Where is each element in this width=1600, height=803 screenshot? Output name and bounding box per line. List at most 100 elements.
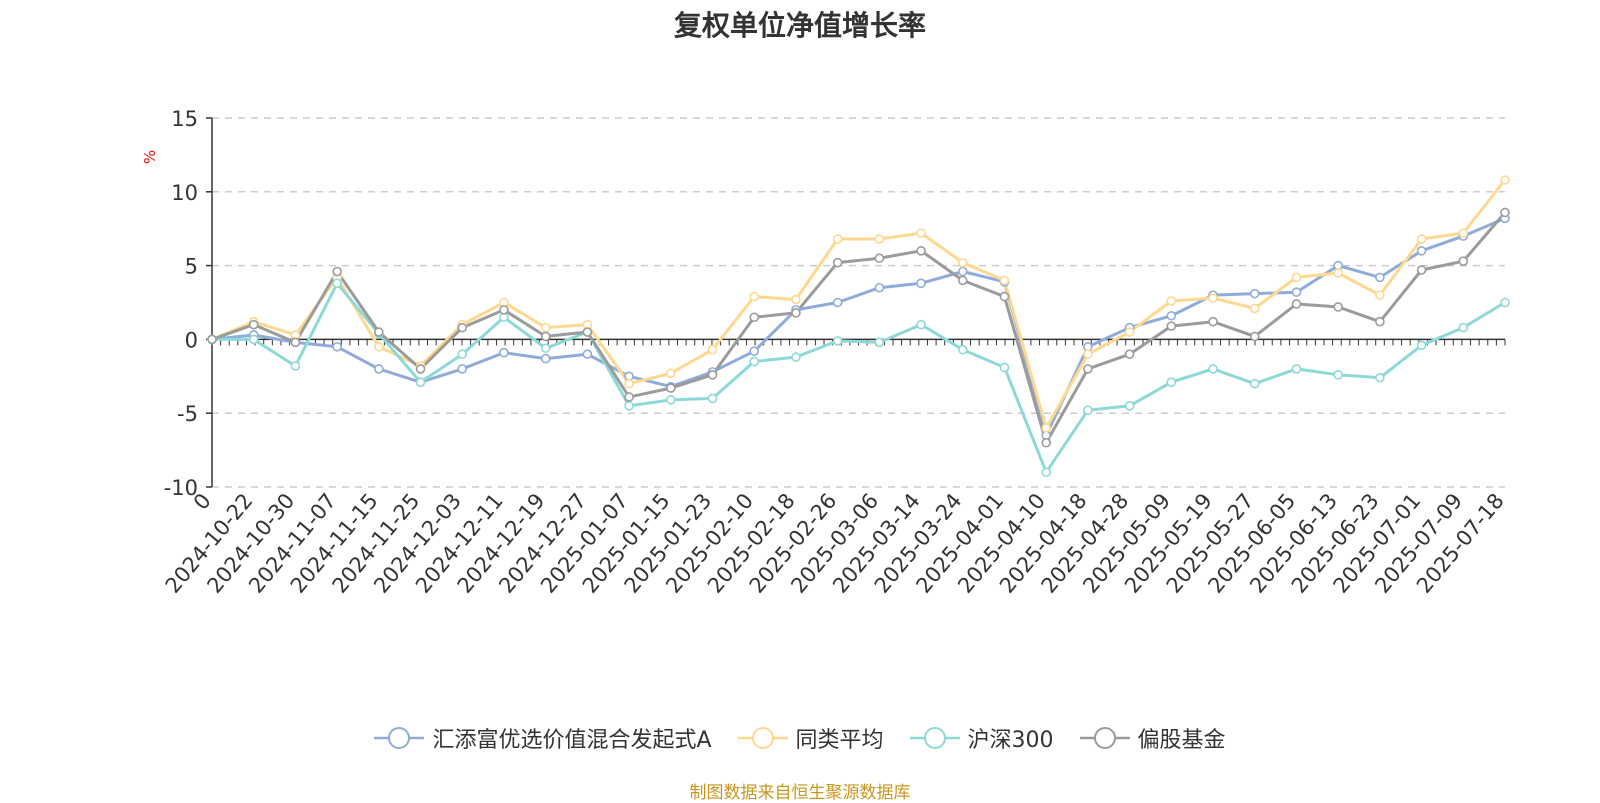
data-point <box>707 344 718 355</box>
legend-label: 沪深300 <box>967 728 1054 753</box>
y-tick-label: 0 <box>185 328 198 352</box>
data-point <box>540 343 551 354</box>
data-point <box>957 266 968 277</box>
legend-marker-icon <box>374 727 425 749</box>
data-point <box>540 331 551 342</box>
data-point <box>666 368 676 379</box>
data-point <box>374 327 384 337</box>
data-point <box>332 266 342 277</box>
series-line-0 <box>211 217 1506 437</box>
data-point <box>1458 322 1469 333</box>
data-point <box>1166 321 1177 331</box>
data-point <box>290 361 301 371</box>
data-point <box>749 356 760 367</box>
data-point <box>916 278 926 289</box>
data-point <box>457 322 468 333</box>
data-point <box>1458 228 1469 238</box>
data-point <box>749 312 760 323</box>
data-point <box>1291 299 1302 309</box>
data-point <box>832 336 843 346</box>
data-point <box>415 364 426 374</box>
data-point <box>1208 316 1218 327</box>
data-point <box>1375 272 1385 283</box>
data-point <box>1375 290 1385 300</box>
data-point <box>957 275 968 286</box>
legend-marker-icon <box>909 727 960 749</box>
data-point <box>1124 327 1135 337</box>
data-point <box>1083 349 1093 359</box>
data-point <box>1124 349 1135 359</box>
data-point <box>1083 405 1093 416</box>
data-point <box>374 364 384 374</box>
data-point <box>874 253 885 264</box>
data-point <box>1416 340 1427 351</box>
data-point <box>1249 331 1260 342</box>
data-point <box>1375 316 1385 327</box>
data-point <box>332 278 342 289</box>
data-point <box>1249 378 1260 389</box>
y-tick-label: -10 <box>164 476 198 500</box>
series-line-2 <box>212 281 1506 474</box>
data-point <box>832 234 843 244</box>
data-point <box>582 349 593 359</box>
legend-item-0[interactable]: 汇添富优选价值混合发起式A <box>374 722 712 754</box>
data-point <box>1333 370 1343 380</box>
data-point <box>499 305 509 315</box>
data-point <box>916 246 926 256</box>
legend-item-2[interactable]: 沪深300 <box>909 722 1054 754</box>
chart-title: 复权单位净值增长率 <box>673 9 926 42</box>
data-point <box>791 352 801 362</box>
legend-marker-icon <box>1079 727 1130 749</box>
data-point <box>1333 302 1343 312</box>
data-point <box>540 322 551 333</box>
data-point <box>1166 310 1177 321</box>
data-point <box>1083 364 1093 374</box>
data-point <box>832 257 843 268</box>
legend: 汇添富优选价值混合发起式A 同类平均 沪深300 偏股基金 <box>0 722 1600 754</box>
data-point <box>624 378 634 389</box>
data-point <box>540 353 551 364</box>
legend-item-1[interactable]: 同类平均 <box>737 722 884 754</box>
data-point <box>499 347 509 358</box>
data-point <box>1333 268 1343 278</box>
data-point <box>332 341 342 352</box>
data-point <box>874 337 885 348</box>
data-point <box>457 349 468 359</box>
data-point <box>957 344 968 355</box>
data-point <box>1291 287 1302 297</box>
data-point <box>666 383 676 393</box>
data-point <box>707 393 718 404</box>
y-tick-label: -5 <box>177 402 198 426</box>
data-point <box>1500 297 1510 308</box>
data-point <box>874 234 885 244</box>
data-point <box>374 341 384 352</box>
data-point <box>749 346 760 357</box>
data-point <box>624 401 634 411</box>
data-point <box>1416 246 1427 256</box>
data-point <box>999 291 1010 302</box>
data-point <box>207 334 217 345</box>
data-point <box>1208 364 1218 374</box>
data-point <box>1500 207 1510 218</box>
data-point <box>1166 296 1177 306</box>
data-point <box>290 337 301 348</box>
data-point <box>248 334 259 345</box>
source-note: 制图数据来自恒生聚源数据库 <box>689 783 911 803</box>
legend-marker-icon <box>737 727 788 749</box>
y-tick-label: 5 <box>185 255 198 279</box>
data-point <box>1458 256 1469 266</box>
data-point <box>791 308 801 318</box>
data-point <box>1041 423 1051 433</box>
data-point <box>415 377 426 388</box>
series-line-1 <box>211 179 1507 430</box>
data-point <box>999 362 1010 373</box>
legend-item-3[interactable]: 偏股基金 <box>1079 722 1226 754</box>
data-point <box>1249 288 1260 299</box>
data-point <box>999 275 1010 286</box>
data-point <box>666 395 676 405</box>
data-point <box>1041 467 1051 478</box>
data-point <box>1291 272 1302 283</box>
data-point <box>1416 265 1427 275</box>
data-point <box>624 392 634 402</box>
